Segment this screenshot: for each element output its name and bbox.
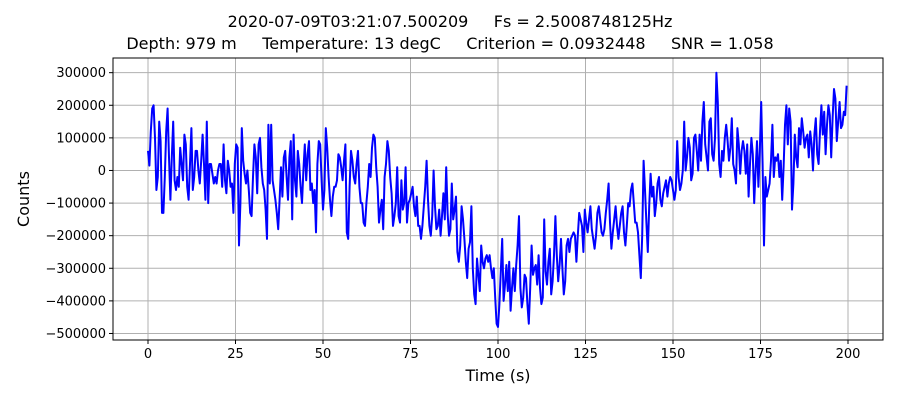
y-axis-ticks: −500000 −400000 −300000 −200000 −100000 0 1000…: [45, 66, 113, 342]
x-axis-ticks: 0 25 50 75 100 125 150 175 200: [144, 340, 861, 362]
chart-title-line2: Depth: 979 m Temperature: 13 degC Criter…: [126, 34, 774, 53]
x-tick-label: 175: [748, 347, 773, 362]
y-tick-label: −200000: [45, 229, 106, 244]
chart-title-line1: 2020-07-09T03:21:07.500209 Fs = 2.500874…: [227, 12, 673, 31]
x-tick-label: 200: [836, 347, 861, 362]
y-tick-label: −500000: [45, 327, 106, 342]
y-tick-label: 200000: [56, 99, 106, 114]
y-tick-label: 0: [98, 164, 106, 179]
grid: [113, 58, 883, 340]
y-tick-label: −100000: [45, 197, 106, 212]
y-tick-label: 100000: [56, 131, 106, 146]
series-line: [147, 71, 848, 328]
x-tick-label: 150: [661, 347, 686, 362]
x-tick-label: 25: [227, 347, 244, 362]
x-axis-label: Time (s): [464, 366, 530, 385]
x-tick-label: 100: [486, 347, 511, 362]
x-tick-label: 75: [402, 347, 419, 362]
y-tick-label: −300000: [45, 262, 106, 277]
y-tick-label: −400000: [45, 294, 106, 309]
y-tick-label: 300000: [56, 66, 106, 81]
x-tick-label: 125: [573, 347, 598, 362]
x-tick-label: 0: [144, 347, 152, 362]
x-tick-label: 50: [315, 347, 332, 362]
y-axis-label: Counts: [14, 171, 33, 227]
